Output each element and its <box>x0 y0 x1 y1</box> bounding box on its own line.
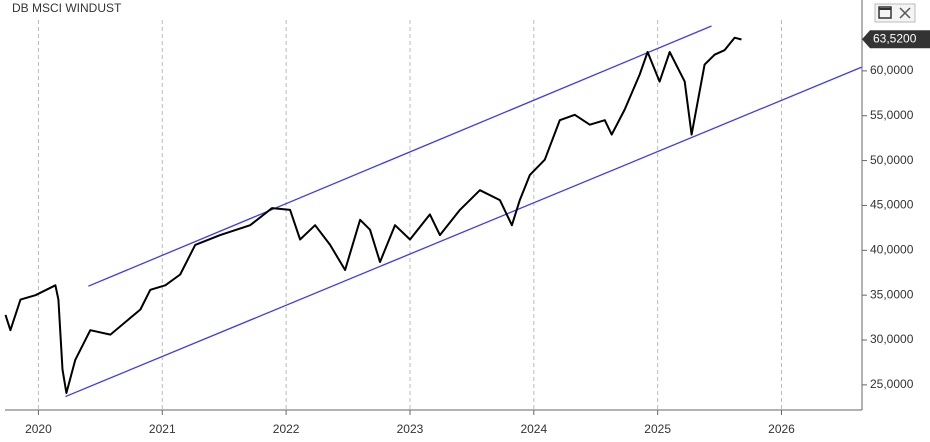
x-tick-label: 2020 <box>25 422 52 436</box>
close-button[interactable] <box>899 7 911 19</box>
y-tick-label: 35,0000 <box>870 287 914 301</box>
trend-line <box>88 25 712 287</box>
y-tick-label: 50,0000 <box>870 153 914 167</box>
x-tick-label: 2024 <box>520 422 547 436</box>
y-tick-label: 30,0000 <box>870 332 914 346</box>
price-line <box>4 36 742 394</box>
y-tick-label: 25,0000 <box>870 377 914 391</box>
y-tick-label: 55,0000 <box>870 108 914 122</box>
last-value-label: 63,5200 <box>873 31 917 45</box>
y-tick-label: 45,0000 <box>870 198 914 212</box>
x-tick-label: 2021 <box>149 422 176 436</box>
x-tick-label: 2023 <box>397 422 424 436</box>
window-buttons[interactable] <box>874 3 916 23</box>
x-tick-label: 2026 <box>768 422 795 436</box>
x-tick-label: 2022 <box>273 422 300 436</box>
y-tick-label: 40,0000 <box>870 242 914 256</box>
trend-line <box>65 66 862 398</box>
x-tick-label: 2025 <box>644 422 671 436</box>
last-value-tag <box>862 30 930 49</box>
maximize-button[interactable] <box>878 6 892 19</box>
chart-title: DB MSCI WINDUST <box>12 1 122 15</box>
y-tick-label: 60,0000 <box>870 63 914 77</box>
